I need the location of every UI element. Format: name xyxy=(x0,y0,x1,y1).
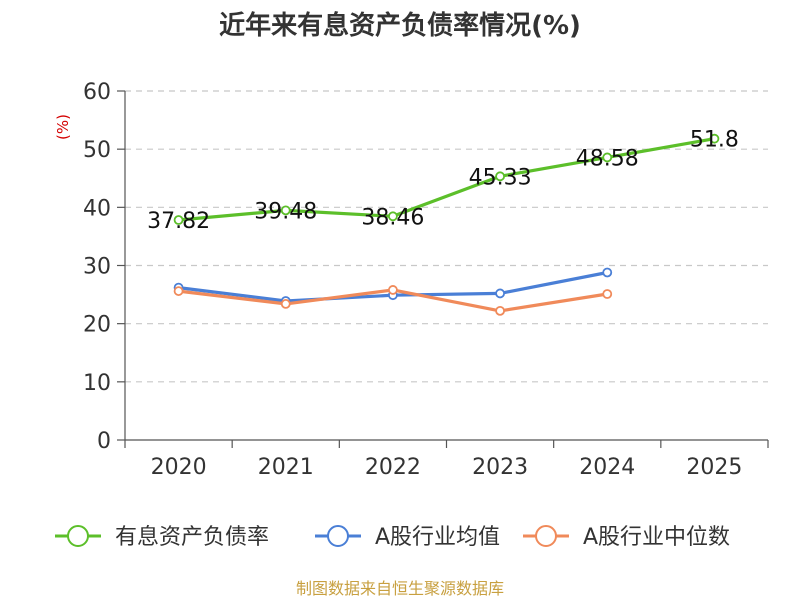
data-point-0-2024 xyxy=(602,152,613,163)
data-point-0-2021 xyxy=(280,205,291,216)
x-tick-label-2023: 2023 xyxy=(472,455,528,480)
data-label-2021: 39.48 xyxy=(254,199,317,224)
legend-marker-1 xyxy=(327,525,349,547)
y-axis-unit: (%) xyxy=(54,114,72,140)
data-point-2-2021 xyxy=(280,298,291,309)
y-tick-label-20: 20 xyxy=(83,313,111,338)
data-point-2-2020 xyxy=(173,286,184,296)
legend-label-2: A股行业中位数 xyxy=(583,525,730,550)
legend-label-1: A股行业均值 xyxy=(375,525,500,550)
y-tick-label-50: 50 xyxy=(83,138,111,163)
data-point-1-2023 xyxy=(495,288,505,299)
data-point-2-2022 xyxy=(388,285,398,295)
x-tick-label-2024: 2024 xyxy=(579,455,635,480)
data-point-2-2024 xyxy=(602,289,613,299)
data-point-0-2022 xyxy=(388,211,398,222)
y-tick-label-30: 30 xyxy=(83,255,111,280)
data-label-2025: 51.8 xyxy=(690,128,739,153)
chart-title: 近年来有息资产负债率情况(%) xyxy=(219,10,581,41)
x-tick-label-2021: 2021 xyxy=(258,455,314,480)
y-tick-label-60: 60 xyxy=(83,80,111,105)
data-point-0-2025 xyxy=(709,133,720,144)
data-point-1-2024 xyxy=(602,267,613,278)
source-note: 制图数据来自恒生聚源数据库 xyxy=(296,579,504,598)
legend-marker-2 xyxy=(535,525,557,547)
data-label-2024: 48.58 xyxy=(576,146,639,171)
data-point-2-2023 xyxy=(495,305,505,316)
y-tick-label-10: 10 xyxy=(83,371,111,396)
series-line-0 xyxy=(178,137,715,222)
data-label-2022: 38.46 xyxy=(361,205,424,230)
data-point-0-2023 xyxy=(495,171,505,182)
x-tick-label-2025: 2025 xyxy=(686,455,742,480)
legend-marker-0 xyxy=(67,525,89,547)
x-tick-label-2020: 2020 xyxy=(151,455,207,480)
x-tick-label-2022: 2022 xyxy=(365,455,421,480)
data-label-2020: 37.82 xyxy=(147,209,210,234)
y-tick-label-0: 0 xyxy=(97,429,111,454)
data-label-2023: 45.33 xyxy=(469,165,532,190)
legend-label-0: 有息资产负债率 xyxy=(115,525,269,550)
y-tick-label-40: 40 xyxy=(83,196,111,221)
data-point-0-2020 xyxy=(173,215,184,225)
